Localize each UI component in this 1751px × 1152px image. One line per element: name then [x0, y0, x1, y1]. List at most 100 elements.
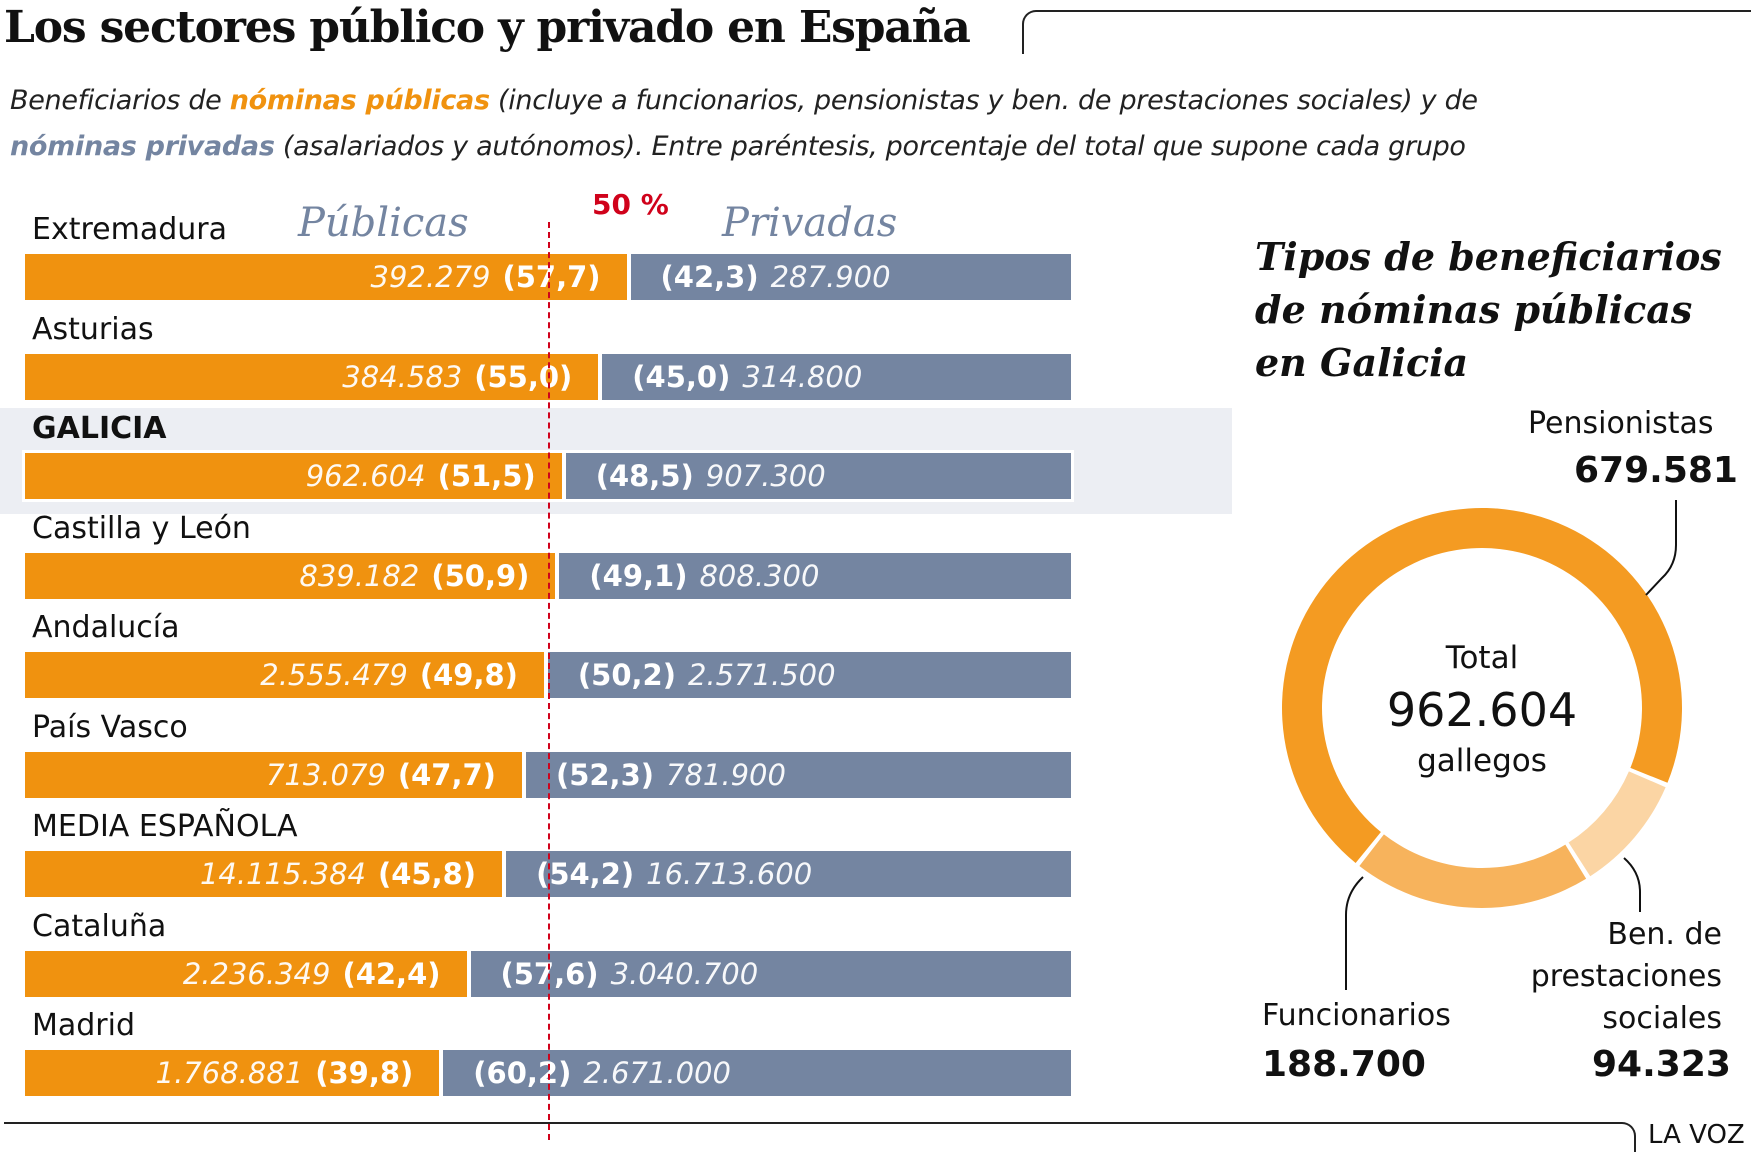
- subtitle-text: (asalariados y autónomos). Entre parénte…: [274, 131, 1466, 162]
- private-header: Privadas: [722, 200, 898, 246]
- public-value: 1.768.881: [155, 1056, 304, 1090]
- public-percent: (51,5): [437, 459, 536, 493]
- public-value: 2.236.349: [182, 956, 331, 991]
- private-percent: (50,2): [577, 658, 676, 692]
- public-percent: (42,4): [342, 956, 441, 991]
- private-value: 3.040.700: [610, 956, 759, 991]
- private-value: 781.900: [666, 757, 786, 792]
- row-label: Asturias: [32, 311, 154, 347]
- subtitle-text: Beneficiarios de: [10, 85, 230, 116]
- bar-row: MEDIA ESPAÑOLA 14.115.384 (45,8) (54,2) 16.7…: [0, 809, 1232, 909]
- row-label: Andalucía: [32, 610, 180, 645]
- private-bar: (49,1) 808.300: [559, 552, 1071, 599]
- private-percent: (54,2): [536, 857, 635, 891]
- pensionistas-label: Pensionistas: [1528, 406, 1714, 441]
- public-percent: (45,8): [378, 857, 477, 891]
- pensionistas-value: 679.581: [1574, 450, 1738, 491]
- prestaciones-label-line: sociales: [1602, 1001, 1722, 1036]
- row-label: MEDIA ESPAÑOLA: [32, 809, 298, 844]
- public-bar: 962.604 (51,5): [22, 450, 565, 502]
- bar-row: GALICIA 962.604 (51,5) (48,5) 907.300: [0, 411, 1232, 511]
- private-percent: (49,1): [589, 558, 688, 593]
- public-bar: 2.555.479 (49,8): [25, 652, 544, 698]
- public-highlight: nóminas públicas: [229, 85, 490, 116]
- public-bar: 384.583 (55,0): [25, 353, 599, 400]
- public-value: 392.279: [370, 260, 491, 294]
- private-value: 907.300: [705, 459, 826, 493]
- private-bar: (60,2) 2.671.000: [443, 1050, 1071, 1096]
- bar-row: Andalucía 2.555.479 (49,8) (50,2) 2.571.500: [0, 610, 1232, 710]
- private-bar: (48,5) 907.300: [562, 450, 1074, 502]
- private-value: 16.713.600: [646, 857, 813, 891]
- brand-logo: LA VOZ: [1648, 1120, 1745, 1150]
- donut-slice: [1568, 771, 1666, 877]
- bar-row: Cataluña 2.236.349 (42,4) (57,6) 3.040.700: [0, 909, 1232, 1009]
- public-value: 2.555.479: [260, 658, 408, 692]
- bar-row: Asturias 384.583 (55,0) (45,0) 314.800: [0, 312, 1232, 412]
- pensionistas-leader-line: [1645, 500, 1677, 596]
- public-bar: 713.079 (47,7): [25, 751, 522, 798]
- private-percent: (52,3): [555, 757, 654, 792]
- row-label: Castilla y León: [32, 510, 251, 546]
- private-value: 287.900: [770, 260, 891, 294]
- donut-title-line: Tipos de beneficiarios: [1255, 234, 1722, 279]
- private-value: 2.671.000: [583, 1056, 731, 1090]
- public-percent: (39,8): [315, 1056, 414, 1090]
- public-bar: 2.236.349 (42,4): [25, 950, 467, 997]
- private-bar: (52,3) 781.900: [525, 751, 1071, 798]
- private-percent: (42,3): [660, 260, 759, 294]
- donut-title: Tipos de beneficiarios de nóminas públic…: [1255, 230, 1722, 389]
- donut-slice: [1359, 834, 1587, 908]
- private-percent: (45,0): [632, 359, 731, 394]
- public-bar: 14.115.384 (45,8): [25, 851, 503, 897]
- private-percent: (48,5): [595, 459, 694, 493]
- donut-center-label: Total: [1445, 640, 1519, 676]
- private-bar: (50,2) 2.571.500: [547, 652, 1071, 698]
- row-label: Extremadura: [32, 212, 227, 247]
- public-bar: 839.182 (50,9): [25, 552, 556, 599]
- bar-row: Madrid 1.768.881 (39,8) (60,2) 2.671.000: [0, 1008, 1232, 1108]
- public-percent: (49,8): [419, 658, 518, 692]
- funcionarios-label: Funcionarios: [1262, 998, 1451, 1033]
- public-value: 384.583: [342, 359, 463, 394]
- public-percent: (57,7): [502, 260, 601, 294]
- private-bar: (42,3) 287.900: [630, 254, 1071, 300]
- prestaciones-value: 94.323: [1592, 1044, 1731, 1085]
- donut-title-line: de nóminas públicas: [1255, 287, 1693, 332]
- private-percent: (60,2): [473, 1056, 572, 1090]
- row-label: País Vasco: [32, 709, 188, 745]
- private-bar: (54,2) 16.713.600: [506, 851, 1071, 897]
- prestaciones-label-line: prestaciones: [1530, 959, 1722, 994]
- donut-slice: [1282, 507, 1682, 864]
- public-bar: 392.279 (57,7): [25, 254, 627, 300]
- title-rule: [1022, 10, 1751, 54]
- subtitle: Beneficiarios de nóminas públicas (inclu…: [10, 78, 1478, 170]
- bar-row: Extremadura 392.279 (57,7) (42,3) 287.900: [0, 212, 1232, 312]
- private-bar: (45,0) 314.800: [602, 353, 1071, 400]
- public-value: 713.079: [265, 757, 386, 792]
- private-value: 2.571.500: [687, 658, 836, 692]
- prestaciones-leader-line: [1623, 857, 1641, 912]
- row-label: Madrid: [32, 1008, 136, 1043]
- donut-center-unit: gallegos: [1417, 743, 1547, 779]
- subtitle-text: (incluye a funcionarios, pensionistas y …: [489, 85, 1478, 116]
- bar-row: Castilla y León 839.182 (50,9) (49,1) 808.30…: [0, 511, 1232, 611]
- prestaciones-label-line: Ben. de: [1607, 917, 1722, 952]
- row-label: Cataluña: [32, 908, 167, 944]
- public-value: 14.115.384: [199, 857, 366, 891]
- subtitle-line-2: nóminas privadas (asalariados y autónomo…: [10, 124, 1478, 170]
- private-value: 314.800: [742, 359, 863, 394]
- public-header: Públicas: [298, 200, 469, 246]
- prestaciones-label: Ben. de prestaciones sociales: [1522, 914, 1722, 1040]
- public-bar: 1.768.881 (39,8): [25, 1050, 440, 1096]
- fifty-percent-line: [548, 222, 550, 1140]
- subtitle-line-1: Beneficiarios de nóminas públicas (inclu…: [10, 78, 1478, 124]
- bottom-rule: [4, 1122, 1636, 1152]
- private-highlight: nóminas privadas: [10, 131, 275, 162]
- public-value: 839.182: [299, 558, 420, 593]
- private-value: 808.300: [699, 558, 820, 593]
- public-percent: (47,7): [397, 757, 496, 792]
- donut-center-total: 962.604: [1386, 683, 1578, 737]
- public-value: 962.604: [305, 459, 426, 493]
- donut-title-line: en Galicia: [1255, 340, 1469, 385]
